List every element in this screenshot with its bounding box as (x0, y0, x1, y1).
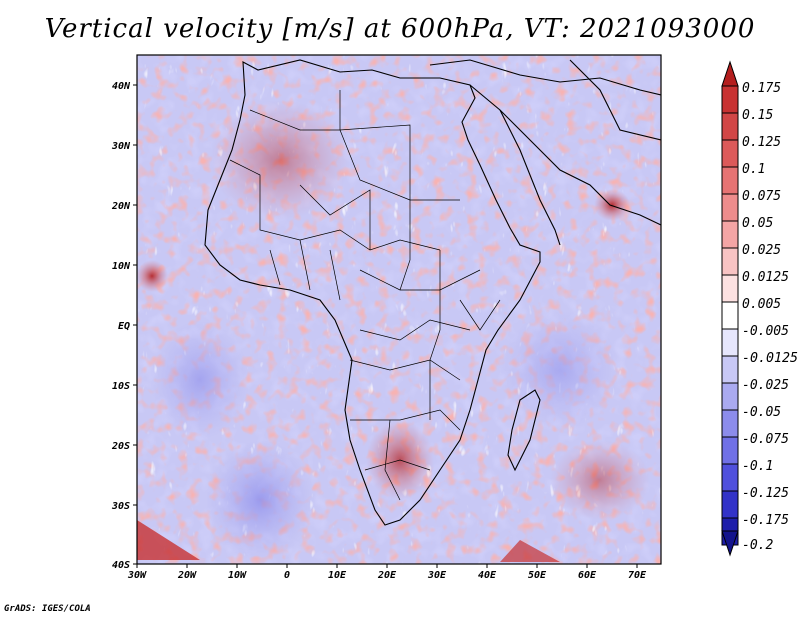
colorbar-label: 0.005 (742, 297, 781, 312)
colorbar-label: 0.05 (742, 216, 773, 231)
y-tick-label: 30N (111, 141, 131, 152)
colorbar-swatch (721, 328, 739, 357)
y-tick-label: 10S (112, 381, 130, 392)
y-tick-label: 10N (112, 261, 131, 272)
colorbar-swatch (721, 490, 739, 519)
colorbar-label: -0.125 (742, 486, 789, 501)
colorbar-up-arrow-icon (721, 60, 739, 87)
colorbar-swatch (721, 247, 739, 276)
colorbar-swatch (721, 220, 739, 249)
x-tick-label: 10W (228, 570, 247, 581)
colorbar-label: 0.0125 (742, 270, 789, 285)
grads-credit: GrADS: IGES/COLA (4, 604, 91, 614)
x-tick-label: 0 (284, 570, 290, 581)
velocity-field (137, 55, 661, 564)
y-tick-label: 20S (111, 441, 130, 452)
coastlines (204, 59, 661, 526)
x-axis: 30W 20W 10W 0 10E 20E 30E 40E 50E 60E 70… (127, 564, 647, 581)
colorbar-swatch (721, 85, 739, 114)
colorbar-label: 0.15 (742, 108, 773, 123)
colorbar-swatch (721, 436, 739, 465)
colorbar-label: -0.05 (742, 405, 781, 420)
colorbar-label: 0.125 (742, 135, 781, 150)
colorbar-label: -0.0125 (742, 351, 798, 366)
colorbar-swatch (721, 166, 739, 195)
colorbar-swatch (721, 409, 739, 438)
x-tick-label: 10E (328, 570, 347, 581)
colorbar-label: -0.025 (742, 378, 789, 393)
y-tick-label: EQ (118, 321, 130, 332)
x-tick-label: 30W (127, 570, 147, 581)
colorbar-swatch (721, 301, 739, 330)
colorbar-label: -0.005 (742, 324, 789, 339)
chart-title: Vertical velocity [m/s] at 600hPa, VT: 2… (44, 14, 756, 44)
country-borders (229, 90, 501, 501)
x-tick-label: 20W (177, 570, 197, 581)
colorbar-label: -0.075 (742, 432, 789, 447)
y-axis: 40N 30N 20N 10N EQ 10S 20S 30S 40S (111, 81, 137, 571)
colorbar-label: 0.025 (742, 243, 781, 258)
colorbar-label: 0.075 (742, 189, 781, 204)
x-tick-label: 70E (628, 570, 647, 581)
colorbar-label: -0.1 (742, 459, 773, 474)
colorbar-label: 0.175 (742, 81, 781, 96)
colorbar-swatch (721, 193, 739, 222)
colorbar-swatch (721, 355, 739, 384)
x-tick-label: 30E (427, 570, 447, 581)
colorbar-swatch (721, 274, 739, 303)
x-tick-label: 50E (528, 570, 547, 581)
y-tick-label: 40S (112, 560, 130, 571)
x-tick-label: 20E (377, 570, 397, 581)
colorbar-label: 0.1 (742, 162, 765, 177)
y-tick-label: 20N (111, 201, 131, 212)
colorbar-down-arrow-icon (721, 530, 739, 557)
y-tick-label: 40N (112, 81, 131, 92)
colorbar-label: -0.2 (742, 538, 773, 553)
x-tick-label: 60E (578, 570, 597, 581)
x-tick-label: 40E (478, 570, 497, 581)
y-tick-label: 30S (111, 501, 130, 512)
colorbar-swatch (721, 463, 739, 492)
colorbar-swatch (721, 382, 739, 411)
colorbar: 0.175 0.15 0.125 0.1 0.075 0.05 0.025 0.… (721, 60, 798, 557)
colorbar-swatch (721, 139, 739, 168)
colorbar-swatch (721, 112, 739, 141)
plot-frame (136, 54, 662, 565)
colorbar-label: -0.175 (742, 513, 789, 528)
